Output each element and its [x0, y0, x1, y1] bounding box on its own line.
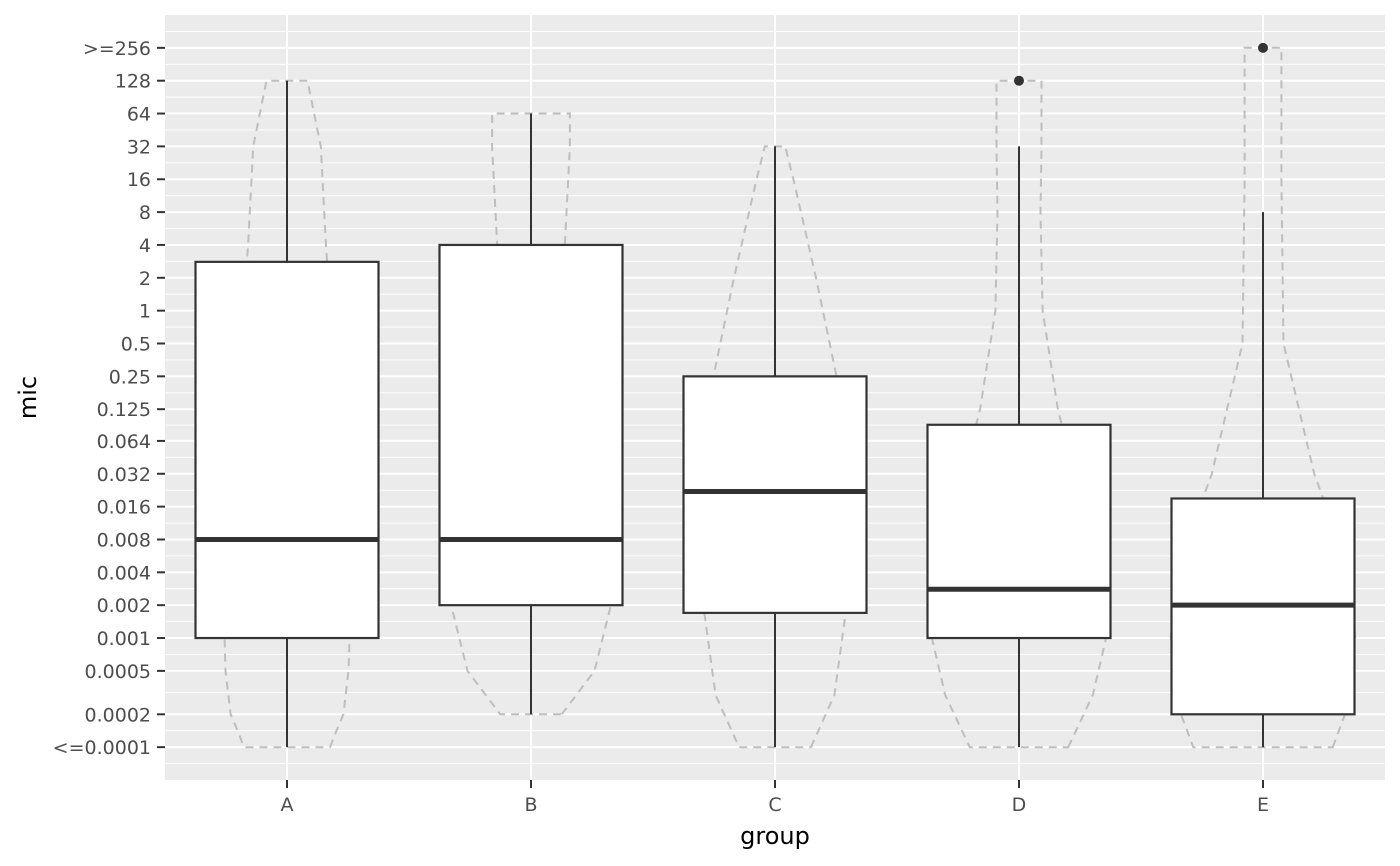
- y-tick-label: 1: [139, 301, 151, 323]
- y-tick-label: 0.125: [97, 399, 151, 421]
- violin-A: [222, 79, 352, 749]
- x-tick-label: C: [768, 794, 781, 816]
- x-tick-label: B: [524, 794, 537, 816]
- x-tick-label: E: [1257, 794, 1269, 816]
- y-tick-label: 32: [127, 136, 151, 158]
- y-tick-label: >=256: [83, 38, 151, 60]
- box-A: [194, 80, 380, 748]
- y-tick-label: 4: [139, 235, 151, 257]
- outlier-point: [1258, 42, 1268, 53]
- y-tick-label: 64: [127, 104, 151, 126]
- x-axis: A B C D E: [281, 780, 1269, 816]
- y-tick-label: 8: [139, 202, 151, 224]
- y-tick-label: 0.0002: [85, 704, 151, 726]
- y-tick-label: 0.004: [97, 562, 151, 584]
- box-layer: [194, 42, 1356, 748]
- y-tick-label: 0.016: [97, 497, 151, 519]
- y-tick-label: 0.5: [121, 333, 151, 355]
- box-C: [682, 146, 868, 748]
- y-tick-label: <=0.0001: [53, 737, 151, 759]
- y-tick-label: 0.001: [97, 628, 151, 650]
- y-tick-label: 2: [139, 268, 151, 290]
- box-D: [926, 75, 1112, 748]
- y-tick-label: 0.002: [97, 595, 151, 617]
- box-B: [438, 113, 624, 715]
- x-tick-label: D: [1012, 794, 1027, 816]
- outlier-point: [1014, 75, 1024, 86]
- y-tick-label: 0.008: [97, 529, 151, 551]
- iqr-box: [194, 260, 380, 640]
- x-axis-title: group: [740, 822, 810, 850]
- box-E: [1170, 42, 1356, 748]
- iqr-box: [926, 423, 1112, 640]
- y-tick-label: 0.032: [97, 464, 151, 486]
- y-axis-title: mic: [14, 376, 42, 419]
- iqr-box: [438, 243, 624, 607]
- y-tick-label: 0.064: [97, 431, 151, 453]
- y-tick-label: 16: [127, 169, 151, 191]
- violin-C: [702, 145, 848, 749]
- y-tick-label: 128: [115, 71, 151, 93]
- iqr-box: [682, 375, 868, 614]
- y-tick-label: 0.0005: [85, 661, 151, 683]
- x-tick-label: A: [281, 794, 294, 816]
- y-tick-label: 0.25: [109, 366, 151, 388]
- y-axis: <=0.0001 0.0002 0.0005 0.001 0.002 0.004 0.008…: [53, 38, 165, 759]
